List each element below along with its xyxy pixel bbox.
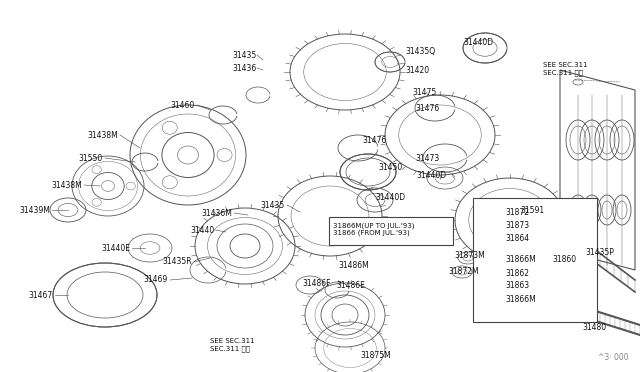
- Text: 31476: 31476: [362, 135, 387, 144]
- Text: 31864: 31864: [505, 234, 529, 243]
- Text: 31486F: 31486F: [302, 279, 330, 288]
- Text: ^3· 000: ^3· 000: [598, 353, 628, 362]
- Text: 31866M: 31866M: [505, 256, 536, 264]
- Text: 31872M: 31872M: [448, 267, 479, 276]
- Text: 31866M(UP TO JUL.'93)
31866 (FROM JUL.'93): 31866M(UP TO JUL.'93) 31866 (FROM JUL.'9…: [333, 222, 415, 236]
- Text: 31440: 31440: [191, 225, 215, 234]
- Text: 31435P: 31435P: [585, 247, 614, 257]
- Text: 31435Q: 31435Q: [405, 46, 435, 55]
- Text: 31875M: 31875M: [360, 350, 391, 359]
- Text: 31486M: 31486M: [338, 260, 369, 269]
- Text: 31480: 31480: [582, 323, 606, 331]
- Text: 31435: 31435: [260, 201, 285, 209]
- Text: 31550: 31550: [79, 154, 103, 163]
- Text: 31475: 31475: [412, 87, 436, 96]
- Text: 31862: 31862: [505, 269, 529, 278]
- Text: 31436M: 31436M: [201, 208, 232, 218]
- Text: 31440D: 31440D: [375, 192, 405, 202]
- Text: 31460: 31460: [171, 100, 195, 109]
- Text: 31440D: 31440D: [463, 38, 493, 46]
- Text: 31440E: 31440E: [101, 244, 130, 253]
- Text: 31440D: 31440D: [416, 170, 446, 180]
- Text: 31467: 31467: [29, 291, 53, 299]
- Text: 31420: 31420: [405, 65, 429, 74]
- Text: SEE SEC.311
SEC.311 参照: SEE SEC.311 SEC.311 参照: [210, 338, 255, 352]
- Text: 31860: 31860: [552, 256, 576, 264]
- Text: 31438M: 31438M: [87, 131, 118, 140]
- Text: 31866M: 31866M: [505, 295, 536, 304]
- Text: 31469: 31469: [144, 276, 168, 285]
- Text: 31872: 31872: [505, 208, 529, 217]
- Text: 31438M: 31438M: [51, 180, 82, 189]
- Text: 31435: 31435: [233, 51, 257, 60]
- Text: 31476: 31476: [415, 103, 439, 112]
- Text: 31439M: 31439M: [19, 205, 50, 215]
- Text: 31873M: 31873M: [454, 250, 484, 260]
- Text: 31450: 31450: [378, 163, 403, 171]
- Text: 31591: 31591: [520, 205, 544, 215]
- FancyBboxPatch shape: [329, 217, 453, 245]
- Text: SEE SEC.311
SEC.311 参照: SEE SEC.311 SEC.311 参照: [543, 62, 588, 76]
- Text: 31435R: 31435R: [163, 257, 192, 266]
- FancyBboxPatch shape: [473, 198, 597, 322]
- Text: 31473: 31473: [415, 154, 439, 163]
- Text: 31873: 31873: [505, 221, 529, 230]
- Text: 31863: 31863: [505, 282, 529, 291]
- Text: 31486E: 31486E: [336, 280, 365, 289]
- Text: 31436: 31436: [233, 64, 257, 73]
